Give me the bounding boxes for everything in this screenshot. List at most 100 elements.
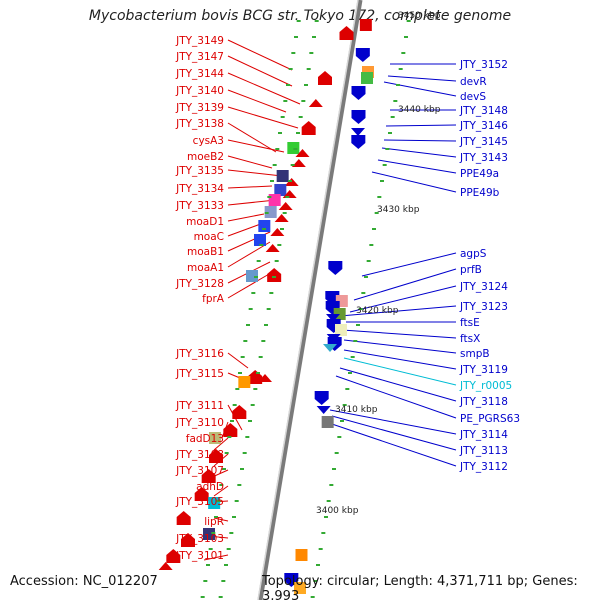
label-connector bbox=[361, 252, 457, 277]
gene-forward-arrow bbox=[265, 244, 280, 252]
gene-label: JTY_3143 bbox=[459, 152, 508, 164]
gene-box bbox=[268, 194, 281, 206]
position-tick bbox=[401, 52, 406, 54]
scale-label: 3420 kbp bbox=[356, 306, 399, 316]
gene-label: ftsX bbox=[460, 333, 480, 345]
position-tick bbox=[334, 452, 339, 454]
gene-label: JTY_3123 bbox=[459, 301, 508, 313]
label-connector bbox=[227, 139, 285, 153]
gene-label: JTY_3146 bbox=[459, 120, 508, 132]
position-tick bbox=[229, 532, 234, 534]
position-tick bbox=[219, 484, 224, 486]
gene-label: JTY_3128 bbox=[175, 278, 224, 290]
label-connector bbox=[343, 357, 457, 386]
gene-forward-arrow bbox=[318, 71, 332, 85]
gene-label: devR bbox=[460, 76, 487, 88]
scale-label: 3450 kbp bbox=[398, 11, 441, 21]
position-tick bbox=[235, 388, 240, 390]
position-tick bbox=[358, 308, 363, 310]
position-tick bbox=[286, 84, 290, 86]
position-tick bbox=[203, 580, 208, 582]
position-tick bbox=[385, 148, 390, 150]
gene-label: cysA3 bbox=[193, 135, 224, 147]
position-tick bbox=[312, 36, 316, 38]
gene-box bbox=[276, 170, 289, 182]
gene-box bbox=[264, 206, 277, 218]
label-connector bbox=[227, 55, 293, 87]
gene-label: JTY_3108 bbox=[175, 449, 224, 461]
label-connector bbox=[227, 185, 273, 189]
gene-label: JTY_3139 bbox=[175, 102, 224, 114]
position-tick bbox=[267, 196, 272, 198]
gene-forward-arrow bbox=[223, 423, 238, 437]
position-tick bbox=[329, 484, 334, 486]
label-connector bbox=[213, 517, 229, 522]
position-tick bbox=[248, 308, 253, 310]
gene-label: PE_PGRS63 bbox=[460, 413, 520, 425]
gene-forward-arrow bbox=[278, 202, 293, 210]
position-tick bbox=[364, 276, 368, 278]
position-tick bbox=[226, 548, 231, 550]
gene-label: moaA1 bbox=[187, 262, 224, 274]
label-connector bbox=[227, 169, 283, 177]
gene-reverse-arrow bbox=[314, 391, 329, 405]
position-tick bbox=[393, 100, 398, 102]
position-tick bbox=[382, 164, 387, 166]
label-connector bbox=[339, 305, 457, 317]
gene-label: JTY_3134 bbox=[175, 183, 224, 195]
gene-label: smpB bbox=[460, 348, 490, 360]
position-tick bbox=[310, 596, 315, 598]
label-connector bbox=[203, 554, 229, 561]
position-tick bbox=[280, 116, 285, 118]
label-connector bbox=[371, 171, 457, 193]
gene-box bbox=[359, 19, 372, 31]
position-tick bbox=[240, 356, 245, 358]
position-tick bbox=[248, 420, 252, 422]
label-connector bbox=[227, 122, 277, 153]
gene-label: JTY_3147 bbox=[175, 51, 224, 63]
position-tick bbox=[324, 516, 328, 518]
position-tick bbox=[293, 148, 298, 150]
gene-label: PPE49a bbox=[460, 168, 499, 180]
gene-label: JTY_3111 bbox=[175, 400, 224, 412]
position-tick bbox=[234, 500, 239, 502]
position-tick bbox=[227, 436, 232, 438]
label-connector bbox=[227, 106, 299, 129]
position-tick bbox=[345, 388, 350, 390]
position-tick bbox=[282, 212, 287, 214]
gene-reverse-arrow bbox=[351, 135, 366, 149]
position-tick bbox=[237, 484, 242, 486]
position-tick bbox=[256, 372, 260, 374]
position-tick bbox=[274, 260, 279, 262]
gene-box bbox=[238, 376, 251, 388]
gene-label: JTY_3101 bbox=[175, 550, 224, 562]
gene-forward-arrow bbox=[209, 449, 223, 463]
gene-reverse-arrow bbox=[351, 86, 366, 100]
gene-reverse-arrow bbox=[316, 406, 331, 414]
position-tick bbox=[250, 404, 255, 406]
gene-label: moaC bbox=[194, 231, 224, 243]
position-tick bbox=[280, 228, 284, 230]
position-tick bbox=[313, 580, 318, 582]
label-connector bbox=[377, 159, 457, 174]
position-tick bbox=[277, 244, 282, 246]
position-tick bbox=[253, 388, 258, 390]
position-tick bbox=[342, 404, 347, 406]
gene-label: moeB2 bbox=[187, 151, 224, 163]
position-tick bbox=[269, 292, 274, 294]
position-tick bbox=[270, 180, 274, 182]
position-tick bbox=[266, 308, 271, 310]
position-tick bbox=[211, 532, 216, 534]
gene-forward-arrow bbox=[339, 26, 354, 40]
gene-label: adhD bbox=[196, 481, 224, 493]
gene-label: JTY_r0005 bbox=[459, 380, 512, 392]
position-tick bbox=[388, 132, 392, 134]
position-tick bbox=[278, 132, 282, 134]
position-tick bbox=[294, 36, 298, 38]
position-tick bbox=[272, 276, 276, 278]
label-connector bbox=[387, 75, 457, 82]
gene-label: JTY_3152 bbox=[459, 59, 508, 71]
gene-label: moaB1 bbox=[187, 246, 224, 258]
gene-forward-arrow bbox=[201, 469, 216, 483]
